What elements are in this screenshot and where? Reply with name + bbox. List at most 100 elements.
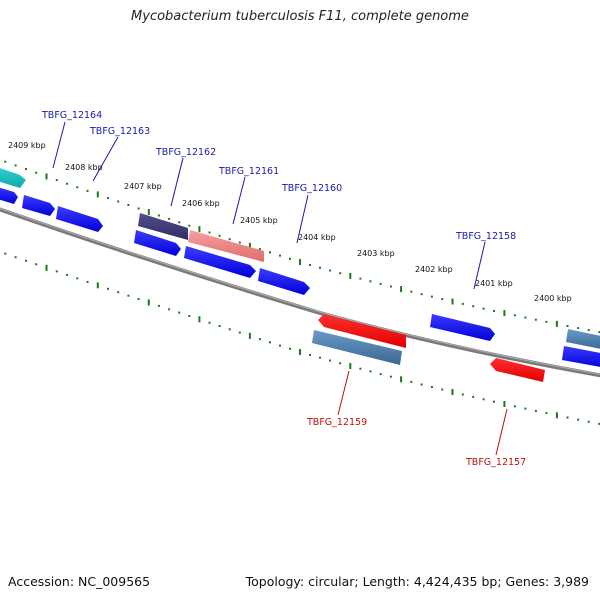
gene-label[interactable]: TBFG_12159 [306, 417, 367, 428]
major-tick [400, 286, 403, 293]
leader-line [337, 370, 350, 416]
minor-tick [228, 328, 231, 331]
major-tick [248, 332, 251, 339]
gene-feature[interactable] [318, 314, 406, 348]
gene-label[interactable]: TBFG_12163 [89, 126, 150, 137]
minor-tick [76, 277, 79, 280]
minor-tick [482, 307, 485, 310]
minor-tick [587, 420, 590, 423]
minor-tick [461, 302, 464, 305]
gene-feature[interactable] [188, 230, 264, 262]
gene-feature[interactable] [566, 329, 600, 350]
minor-tick [359, 367, 362, 370]
minor-tick [25, 259, 27, 262]
minor-tick [55, 179, 58, 182]
minor-tick [389, 375, 392, 378]
minor-tick [157, 214, 160, 217]
minor-tick [534, 318, 537, 321]
major-tick [451, 298, 454, 305]
gene-label[interactable]: TBFG_12158 [455, 231, 516, 242]
minor-tick [137, 298, 140, 301]
major-tick [555, 320, 558, 327]
minor-tick [482, 398, 485, 401]
minor-tick [55, 270, 58, 273]
minor-tick [14, 256, 17, 259]
minor-tick [369, 280, 372, 283]
tick-label: 2401 kbp [475, 279, 513, 288]
major-tick [147, 209, 150, 215]
gene-feature[interactable] [312, 330, 402, 365]
gene-feature[interactable] [184, 246, 256, 278]
major-tick [248, 242, 251, 249]
gene-feature[interactable] [0, 186, 18, 204]
genome-summary-text: Topology: circular; Length: 4,424,435 bp… [245, 574, 589, 589]
gene-label[interactable]: TBFG_12162 [155, 147, 216, 158]
genome-backbone-highlight [0, 207, 600, 375]
minor-tick [319, 356, 321, 359]
minor-tick [178, 221, 181, 224]
gene-feature[interactable] [490, 358, 545, 382]
minor-tick [238, 241, 241, 244]
gene-feature[interactable] [258, 268, 310, 295]
forward-strand-genes [0, 166, 600, 368]
leader-line [232, 176, 246, 225]
major-tick [198, 316, 201, 323]
minor-tick [157, 304, 160, 307]
tick-label: 2404 kbp [298, 233, 336, 242]
gene-feature[interactable] [430, 314, 495, 341]
gene-label[interactable]: TBFG_12164 [41, 110, 102, 121]
minor-tick [289, 347, 291, 350]
minor-tick [208, 321, 211, 324]
minor-tick [329, 269, 332, 272]
minor-tick [420, 293, 423, 296]
minor-tick [4, 252, 7, 255]
minor-tick [107, 287, 109, 290]
major-tick [45, 173, 48, 180]
gene-feature[interactable] [0, 166, 26, 188]
gene-label[interactable]: TBFG_12157 [465, 457, 526, 468]
gene-feature[interactable] [22, 195, 55, 216]
minor-tick [461, 393, 464, 396]
minor-tick [168, 217, 171, 220]
major-tick [349, 363, 352, 369]
major-tick [503, 310, 506, 317]
minor-tick [188, 224, 191, 227]
major-tick [349, 272, 352, 279]
minor-tick [577, 327, 580, 330]
minor-tick [238, 331, 241, 334]
gene-label-leaders [52, 121, 508, 456]
minor-tick [168, 308, 171, 311]
minor-tick [279, 344, 281, 347]
gene-feature[interactable] [56, 206, 103, 232]
minor-tick [218, 325, 221, 327]
minor-tick [545, 412, 548, 415]
leader-line [296, 194, 309, 244]
gene-label[interactable]: TBFG_12160 [281, 183, 342, 194]
map-title: Mycobacterium tuberculosis F11, complete… [131, 9, 469, 24]
minor-tick [309, 263, 311, 266]
minor-tick [472, 305, 475, 308]
major-tick [503, 401, 506, 407]
minor-tick [4, 160, 7, 163]
minor-tick [513, 405, 516, 408]
gene-feature[interactable] [138, 213, 188, 240]
gene-feature[interactable] [562, 346, 600, 368]
minor-tick [117, 200, 120, 203]
tick-labels: 2409 kbp 2408 kbp 2407 kbp 2406 kbp 2405… [8, 141, 572, 303]
minor-tick [218, 234, 221, 237]
tick-label: 2409 kbp [8, 141, 46, 150]
minor-tick [86, 280, 89, 283]
inner-tick-ruler [4, 252, 600, 425]
minor-tick [117, 291, 120, 294]
minor-tick [513, 314, 516, 317]
gene-labels: TBFG_12164 TBFG_12163 TBFG_12162 TBFG_12… [41, 110, 526, 468]
gene-label[interactable]: TBFG_12161 [218, 166, 279, 177]
gene-feature[interactable] [134, 230, 181, 256]
tick-label: 2408 kbp [65, 163, 103, 172]
tick-label: 2400 kbp [534, 294, 572, 303]
minor-tick [269, 251, 271, 254]
leader-line [170, 157, 184, 207]
minor-tick [127, 204, 130, 206]
minor-tick [359, 277, 362, 280]
